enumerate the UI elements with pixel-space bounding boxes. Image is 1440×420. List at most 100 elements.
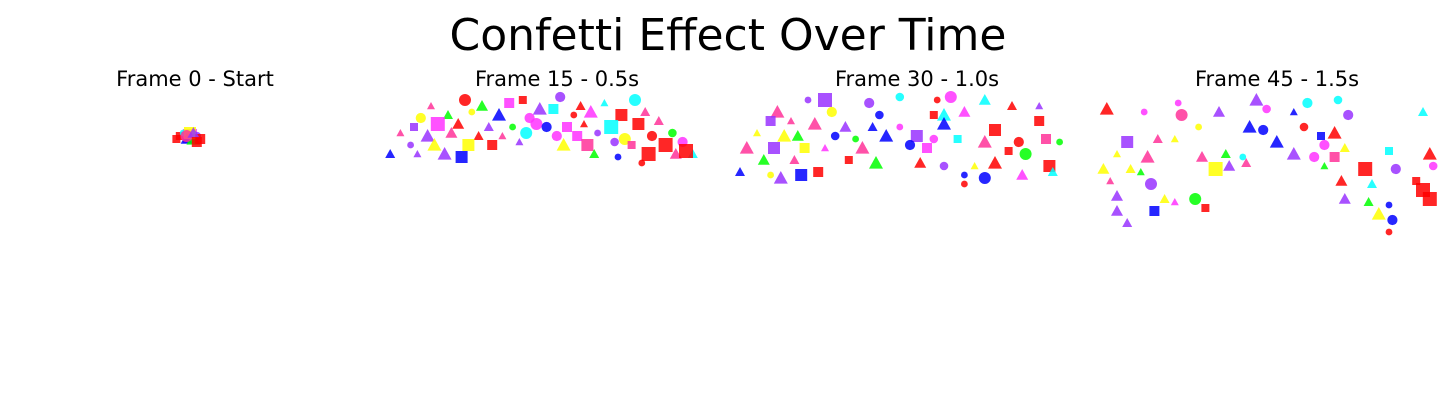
confetti-circle	[1056, 138, 1063, 146]
confetti-square	[1208, 162, 1223, 176]
confetti-square	[191, 137, 202, 147]
confetti-triangle	[1223, 160, 1236, 171]
confetti-triangle	[791, 130, 804, 141]
confetti-triangle	[600, 99, 609, 107]
confetti-triangle	[753, 129, 761, 137]
confetti-circle	[668, 128, 677, 138]
confetti-circle	[875, 110, 884, 120]
confetti-circle	[1195, 123, 1202, 131]
confetti-circle	[530, 118, 543, 130]
confetti-square	[799, 143, 810, 153]
confetti-circle	[555, 91, 566, 103]
confetti-triangle	[1196, 151, 1208, 162]
panel-marks	[172, 127, 206, 147]
confetti-circle	[826, 106, 837, 118]
confetti-square	[929, 111, 938, 119]
confetti-triangle	[580, 120, 588, 128]
confetti-triangle	[396, 129, 405, 137]
confetti-circle	[933, 96, 941, 104]
confetti-square	[487, 140, 498, 150]
confetti-square	[581, 139, 594, 151]
confetti-triangle	[483, 122, 494, 131]
confetti-triangle	[1140, 150, 1155, 163]
confetti-triangle	[958, 106, 971, 117]
confetti-circle	[1140, 108, 1148, 116]
confetti-square	[604, 120, 619, 134]
panel-marks	[385, 91, 698, 167]
confetti-circle	[180, 130, 193, 142]
figure-title: Confetti Effect Over Time	[450, 10, 1007, 61]
confetti-triangle	[914, 157, 927, 168]
confetti-circle	[551, 130, 562, 142]
confetti-circle	[1385, 228, 1393, 236]
confetti-circle	[1262, 104, 1271, 114]
confetti-triangle	[988, 156, 1002, 169]
confetti-square	[430, 117, 445, 131]
confetti-triangle	[735, 167, 745, 176]
confetti-triangle	[1269, 135, 1284, 148]
confetti-triangle	[773, 171, 788, 184]
confetti-triangle	[978, 94, 991, 105]
confetti-triangle	[1047, 167, 1058, 176]
panel-marks	[1097, 93, 1438, 236]
confetti-circle	[614, 153, 622, 161]
confetti-circle	[1239, 153, 1247, 161]
confetti-triangle	[1418, 107, 1428, 116]
confetti-triangle	[385, 149, 396, 158]
confetti-triangle	[1289, 108, 1298, 116]
confetti-circle	[509, 123, 516, 131]
panel-title: Frame 45 - 1.5s	[1195, 67, 1359, 91]
confetti-square	[1034, 116, 1045, 126]
confetti-square	[765, 116, 776, 126]
confetti-triangle	[1220, 149, 1231, 158]
confetti-square	[658, 138, 673, 152]
confetti-circle	[594, 129, 601, 137]
confetti-circle	[629, 94, 641, 106]
confetti-triangle	[420, 129, 435, 142]
confetti-circle	[1385, 201, 1393, 209]
confetti-circle	[804, 96, 812, 104]
confetti-triangle	[445, 127, 458, 138]
confetti-triangle	[867, 122, 878, 131]
confetti-circle	[570, 111, 578, 119]
confetti-circle	[1258, 124, 1269, 136]
confetti-triangle	[492, 108, 506, 121]
confetti-triangle	[1170, 135, 1179, 143]
confetti-circle	[610, 137, 619, 147]
confetti-triangle	[427, 138, 442, 151]
confetti-circle	[1019, 148, 1032, 160]
confetti-triangle	[1159, 194, 1170, 203]
confetti-circle	[1309, 151, 1320, 163]
confetti-square	[1041, 134, 1051, 144]
confetti-circle	[1189, 193, 1202, 205]
confetti-triangle	[669, 148, 682, 159]
confetti-circle	[1428, 161, 1438, 171]
confetti-triangle	[839, 121, 852, 132]
confetti-square	[1121, 136, 1134, 148]
confetti-triangle	[1327, 126, 1342, 139]
confetti-square	[562, 122, 572, 132]
confetti-circle	[646, 130, 658, 142]
confetti-circle	[1343, 109, 1354, 121]
confetti-triangle	[739, 141, 754, 154]
confetti-circle	[638, 159, 646, 167]
confetti-circle	[1302, 97, 1313, 109]
confetti-circle	[459, 94, 471, 106]
confetti-triangle	[498, 132, 507, 140]
confetti-circle	[830, 131, 840, 141]
confetti-triangle	[437, 147, 452, 160]
confetti-triangle	[807, 117, 822, 130]
confetti-square	[455, 151, 468, 163]
confetti-square	[632, 118, 645, 130]
confetti-triangle	[821, 144, 829, 152]
confetti-triangle	[1111, 190, 1123, 201]
panel-frame-15: Frame 15 - 0.5s	[385, 67, 698, 167]
confetti-triangle	[583, 105, 598, 118]
confetti-circle	[1333, 95, 1343, 105]
confetti-triangle	[937, 117, 951, 130]
confetti-circle	[929, 134, 939, 144]
confetti-triangle	[1213, 106, 1225, 117]
confetti-square	[462, 139, 475, 151]
confetti-triangle	[1007, 101, 1017, 110]
confetti-circle	[961, 171, 968, 179]
